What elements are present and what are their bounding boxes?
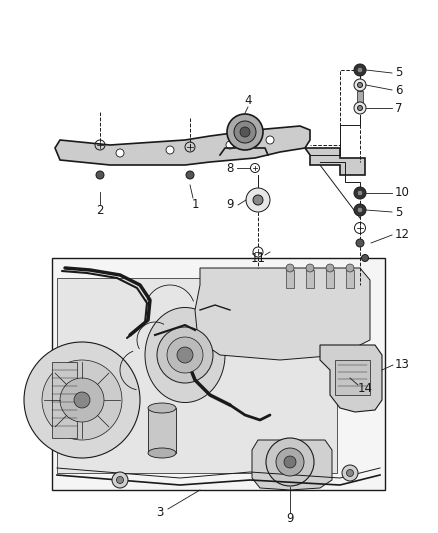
Text: 9: 9 bbox=[226, 198, 234, 212]
Circle shape bbox=[246, 188, 270, 212]
Circle shape bbox=[357, 207, 363, 213]
Circle shape bbox=[266, 438, 314, 486]
Circle shape bbox=[346, 470, 353, 477]
Polygon shape bbox=[195, 268, 370, 360]
Circle shape bbox=[42, 360, 122, 440]
Circle shape bbox=[356, 239, 364, 247]
Circle shape bbox=[354, 187, 366, 199]
Bar bbox=[52, 258, 385, 490]
Circle shape bbox=[346, 264, 354, 272]
Polygon shape bbox=[320, 345, 382, 412]
Text: 10: 10 bbox=[395, 187, 410, 199]
Circle shape bbox=[157, 327, 213, 383]
Circle shape bbox=[357, 83, 363, 87]
Text: 8: 8 bbox=[226, 161, 234, 174]
Circle shape bbox=[74, 392, 90, 408]
Text: 13: 13 bbox=[395, 359, 410, 372]
Bar bbox=[346, 270, 354, 288]
Bar bbox=[357, 91, 363, 103]
Circle shape bbox=[342, 465, 358, 481]
Circle shape bbox=[96, 171, 104, 179]
Text: 5: 5 bbox=[395, 206, 403, 219]
Text: 11: 11 bbox=[251, 252, 265, 264]
Circle shape bbox=[234, 121, 256, 143]
Bar bbox=[52, 362, 77, 438]
Circle shape bbox=[240, 127, 250, 137]
Circle shape bbox=[227, 114, 263, 150]
Circle shape bbox=[166, 146, 174, 154]
Circle shape bbox=[326, 264, 334, 272]
Circle shape bbox=[286, 264, 294, 272]
Circle shape bbox=[60, 378, 104, 422]
Circle shape bbox=[361, 254, 368, 262]
Text: 12: 12 bbox=[395, 229, 410, 241]
Circle shape bbox=[354, 204, 366, 216]
Text: 14: 14 bbox=[358, 382, 373, 394]
Circle shape bbox=[354, 102, 366, 114]
Circle shape bbox=[354, 64, 366, 76]
Circle shape bbox=[253, 195, 263, 205]
Circle shape bbox=[117, 477, 124, 483]
Circle shape bbox=[116, 149, 124, 157]
Circle shape bbox=[266, 136, 274, 144]
Text: 3: 3 bbox=[156, 505, 164, 519]
Text: 1: 1 bbox=[191, 198, 199, 211]
Bar bbox=[335, 360, 370, 395]
Polygon shape bbox=[55, 126, 310, 165]
Circle shape bbox=[167, 337, 203, 373]
Bar bbox=[306, 270, 314, 288]
Text: 7: 7 bbox=[395, 101, 403, 115]
Ellipse shape bbox=[148, 403, 176, 413]
Circle shape bbox=[112, 472, 128, 488]
Bar bbox=[148, 408, 176, 453]
Circle shape bbox=[354, 79, 366, 91]
Bar bbox=[57, 278, 337, 473]
Bar bbox=[286, 270, 294, 288]
Text: 4: 4 bbox=[244, 93, 252, 107]
Polygon shape bbox=[305, 148, 365, 175]
Circle shape bbox=[276, 448, 304, 476]
Ellipse shape bbox=[148, 448, 176, 458]
Text: 9: 9 bbox=[286, 512, 294, 524]
Circle shape bbox=[226, 141, 234, 149]
Text: 5: 5 bbox=[395, 67, 403, 79]
Circle shape bbox=[357, 67, 363, 72]
Circle shape bbox=[186, 171, 194, 179]
Polygon shape bbox=[252, 440, 332, 490]
Text: 6: 6 bbox=[395, 84, 403, 96]
Ellipse shape bbox=[145, 308, 225, 402]
Bar bbox=[326, 270, 334, 288]
Circle shape bbox=[24, 342, 140, 458]
Circle shape bbox=[357, 106, 363, 110]
Circle shape bbox=[177, 347, 193, 363]
Circle shape bbox=[284, 456, 296, 468]
Circle shape bbox=[357, 190, 363, 196]
Circle shape bbox=[306, 264, 314, 272]
Text: 2: 2 bbox=[96, 204, 104, 216]
